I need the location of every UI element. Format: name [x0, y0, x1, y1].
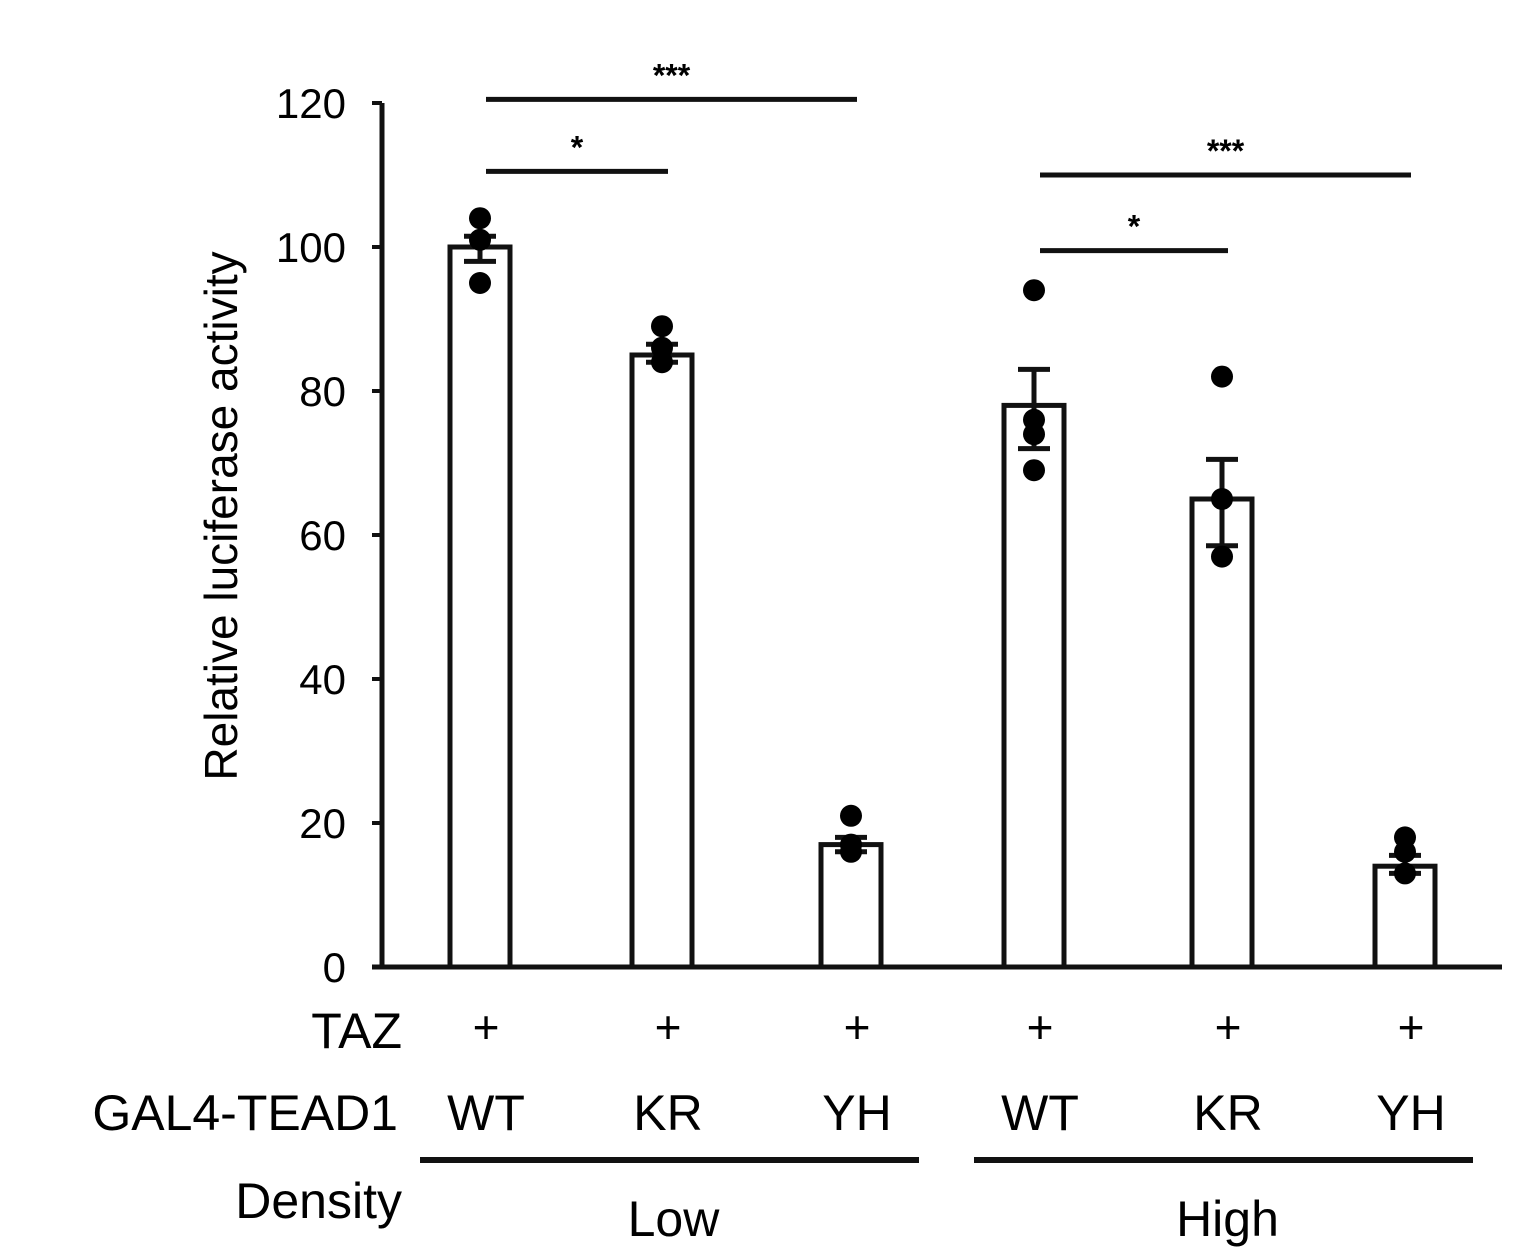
variant-label: KR	[633, 1085, 702, 1141]
y-axis-label: Relative luciferase activity	[195, 251, 247, 780]
taz-plus-label: +	[1215, 1001, 1242, 1053]
condition-labels: + WT + KR + YH + WT + KR + YH Low High	[420, 1001, 1473, 1247]
data-point	[651, 351, 673, 374]
y-tick-label: 0	[323, 944, 346, 991]
axes: 0 20 40 60 80 100 120	[276, 80, 1502, 991]
taz-plus-label: +	[1027, 1001, 1054, 1053]
bar	[1189, 496, 1255, 970]
variant-label: KR	[1193, 1085, 1262, 1141]
data-point	[1394, 840, 1416, 863]
y-tick-label: 100	[276, 224, 346, 271]
density-group-label: Low	[628, 1191, 721, 1247]
density-group-label: High	[1176, 1191, 1279, 1247]
variant-label: YH	[822, 1085, 891, 1141]
significance-label: *	[1128, 209, 1141, 245]
bar	[1001, 402, 1067, 970]
significance-label: ***	[653, 57, 691, 93]
error-bars	[464, 233, 1421, 876]
bars	[447, 244, 1438, 970]
data-point	[1023, 459, 1045, 482]
variant-label: WT	[1001, 1085, 1079, 1141]
bar	[818, 842, 884, 970]
data-points	[469, 207, 1416, 885]
data-point	[469, 228, 491, 251]
taz-plus-label: +	[473, 1001, 500, 1053]
y-tick-label: 60	[299, 512, 346, 559]
data-point	[469, 272, 491, 294]
taz-plus-label: +	[1398, 1001, 1425, 1053]
density-row-label: Density	[235, 1173, 402, 1229]
variant-label: YH	[1376, 1085, 1445, 1141]
data-point	[1211, 365, 1233, 388]
data-point	[1023, 423, 1045, 446]
data-point	[840, 804, 862, 827]
data-point	[469, 207, 491, 230]
significance-label: ***	[1207, 133, 1245, 169]
y-tick-label: 40	[299, 656, 346, 703]
y-tick-label: 20	[299, 800, 346, 847]
taz-plus-label: +	[844, 1001, 871, 1053]
bar	[629, 352, 695, 970]
significance-annotations: **** ****	[486, 57, 1411, 254]
taz-plus-label: +	[655, 1001, 682, 1053]
gal4-row-label: GAL4-TEAD1	[92, 1085, 398, 1141]
data-point	[1211, 488, 1233, 510]
variant-label: WT	[447, 1085, 525, 1141]
y-tick-label: 80	[299, 368, 346, 415]
data-point	[1394, 862, 1416, 885]
data-point	[840, 840, 862, 863]
data-point	[1023, 279, 1045, 302]
data-point	[1211, 545, 1233, 568]
significance-label: *	[571, 129, 584, 165]
y-tick-label: 120	[276, 80, 346, 127]
taz-row-label: TAZ	[311, 1003, 402, 1059]
bar	[447, 244, 513, 970]
data-point	[651, 315, 673, 338]
